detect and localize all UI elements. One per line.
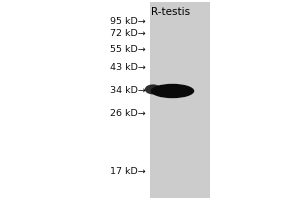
Text: R-testis: R-testis — [152, 7, 190, 17]
Text: 95 kD→: 95 kD→ — [110, 17, 146, 25]
Ellipse shape — [145, 84, 161, 94]
Text: 43 kD→: 43 kD→ — [110, 62, 146, 72]
Text: 17 kD→: 17 kD→ — [110, 168, 146, 176]
Text: 34 kD→: 34 kD→ — [110, 86, 146, 95]
Ellipse shape — [151, 84, 194, 98]
Text: 72 kD→: 72 kD→ — [110, 28, 146, 38]
Text: 55 kD→: 55 kD→ — [110, 45, 146, 53]
Text: 26 kD→: 26 kD→ — [110, 110, 146, 118]
Ellipse shape — [164, 89, 188, 96]
Bar — [150, 2, 210, 198]
